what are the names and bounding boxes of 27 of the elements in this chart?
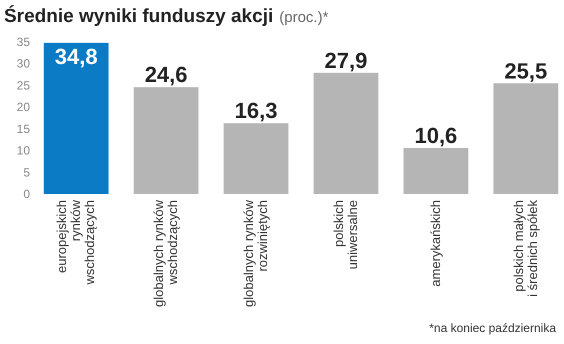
y-tick-label: 20 (16, 100, 30, 114)
bar (44, 42, 109, 194)
bar (224, 123, 288, 194)
x-tick-label: amerykańskich (428, 200, 443, 287)
data-label: 27,9 (324, 48, 368, 73)
x-tick-label: polskich uniwersalne (330, 200, 360, 270)
data-label: 16,3 (234, 98, 278, 124)
bar (134, 87, 198, 194)
chart-title: Średnie wyniki funduszy akcji (4, 6, 274, 27)
y-tick-label: 15 (16, 122, 30, 136)
text: *na koniec października (429, 321, 556, 335)
bar (404, 148, 468, 194)
y-tick-label: 30 (16, 56, 30, 71)
x-tick-label: europejskich rynków wschodzących (54, 199, 98, 286)
x-tick-label: globalnych rynków rozwiniętych (241, 199, 270, 307)
data-label: 10,6 (414, 122, 458, 148)
y-tick-label: 25 (16, 78, 30, 92)
data-label: 24,6 (144, 62, 188, 88)
data-label: 34,8 (54, 44, 98, 69)
y-tick-label: 0 (23, 187, 30, 201)
y-tick-label: 10 (16, 144, 30, 158)
bar (493, 83, 558, 194)
data-label: 25,5 (504, 58, 548, 84)
y-tick-label: 35 (16, 35, 30, 49)
chart-subtitle: (proc.)* (279, 9, 329, 26)
y-tick-label: 5 (23, 165, 30, 180)
bar (314, 72, 378, 194)
